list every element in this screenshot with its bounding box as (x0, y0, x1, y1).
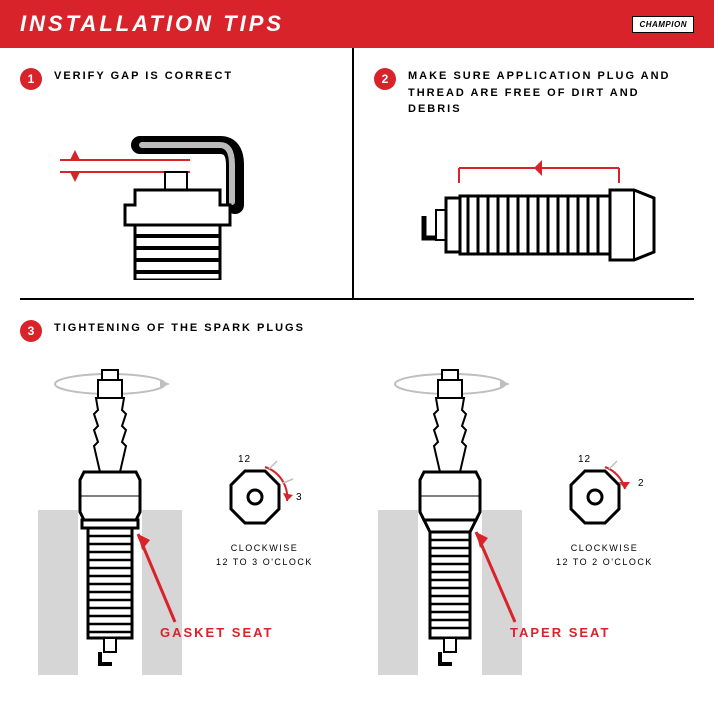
gasket-seat-label: GASKET SEAT (160, 625, 274, 640)
taper-seat-figure: 12 2 CLOCKWISE 12 TO 2 O'CLOCK TAPER SEA… (360, 362, 700, 702)
clock-12-label-right: 12 (578, 454, 591, 465)
step-1-number: 1 (20, 68, 42, 90)
header-bar: INSTALLATION TIPS CHAMPION (0, 0, 714, 48)
step-3-panel: 3 Tightening of the spark plugs (0, 300, 714, 722)
page-title: INSTALLATION TIPS (20, 11, 284, 37)
taper-seat-label: TAPER SEAT (510, 625, 610, 640)
clock-12-label-left: 12 (238, 454, 251, 465)
brand-logo: CHAMPION (632, 16, 694, 33)
step-2-panel: 2 Make sure application plug and thread … (354, 48, 714, 298)
step-1-head: 1 Verify gap is correct (20, 68, 332, 90)
step-3-number: 3 (20, 320, 42, 342)
gasket-seat-figure: 12 3 CLOCKWISE 12 TO 3 O'CLOCK GASKET SE… (20, 362, 360, 702)
top-row: 1 Verify gap is correct 2 (0, 48, 714, 298)
step-1-panel: 1 Verify gap is correct (0, 48, 354, 298)
gasket-range: 12 TO 3 O'CLOCK (216, 557, 313, 567)
step-2-head: 2 Make sure application plug and thread … (374, 68, 694, 118)
step-1-text: Verify gap is correct (54, 68, 233, 85)
step-2-text: Make sure application plug and thread ar… (408, 68, 694, 118)
taper-clock-caption: CLOCKWISE 12 TO 2 O'CLOCK (556, 542, 653, 569)
step-3-head: 3 Tightening of the spark plugs (20, 320, 694, 342)
taper-direction: CLOCKWISE (571, 543, 639, 553)
tightening-figures: 12 3 CLOCKWISE 12 TO 3 O'CLOCK GASKET SE… (20, 362, 694, 702)
gasket-clock-caption: CLOCKWISE 12 TO 3 O'CLOCK (216, 542, 313, 569)
gasket-direction: CLOCKWISE (231, 543, 299, 553)
thread-diagram (374, 138, 694, 298)
step-2-number: 2 (374, 68, 396, 90)
step-3-text: Tightening of the spark plugs (54, 320, 305, 337)
gap-diagram (20, 110, 320, 280)
clock-3-label: 3 (296, 492, 303, 503)
clock-2-label: 2 (638, 478, 645, 489)
taper-range: 12 TO 2 O'CLOCK (556, 557, 653, 567)
